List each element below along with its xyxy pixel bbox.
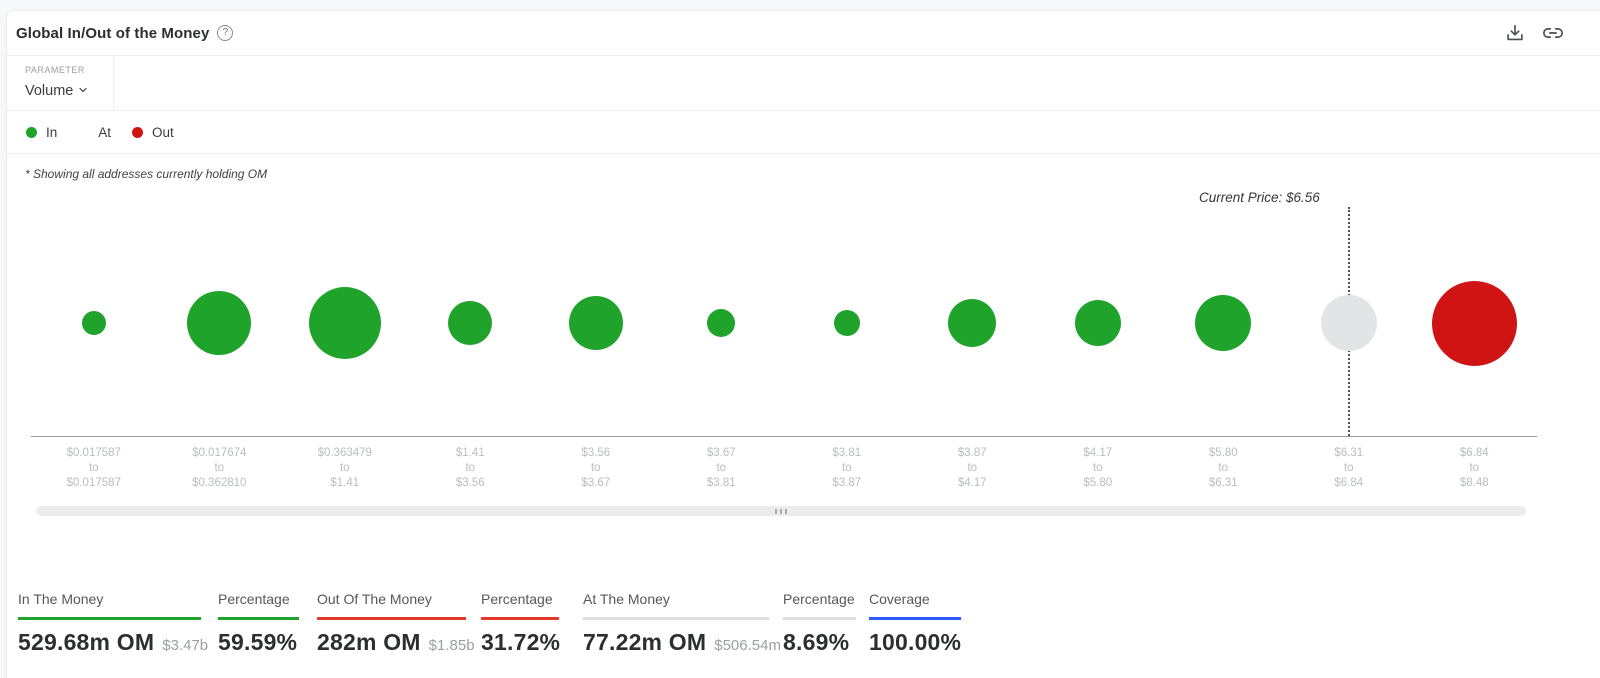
x-axis-label: $5.80 to $6.31 [1208, 447, 1238, 489]
stat-label-at-the-money: At The Money [583, 591, 769, 620]
x-axis-label: $0.363479 to $1.41 [317, 447, 372, 489]
legend-label: Out [152, 125, 174, 140]
stat-subvalue-out-of-the-money: $1.85b [428, 637, 475, 654]
stat-label-in-the-money: In The Money [18, 591, 201, 620]
parameter-dropdown[interactable]: PARAMETER Volume [7, 56, 114, 110]
stat-label-coverage: Coverage [869, 591, 961, 620]
link-icon[interactable] [1542, 22, 1564, 44]
stat-label-percentage-at: Percentage [783, 591, 856, 620]
stat-out-of-the-money: Out Of The Money 282m OM $1.85b [317, 591, 475, 656]
legend: In At Out [7, 112, 1600, 154]
global-in-out-panel: Global In/Out of the Money ? PARAMETER [6, 10, 1600, 678]
stat-coverage: Coverage 100.00% [869, 591, 961, 656]
bubble-in[interactable] [948, 299, 997, 347]
panel-header: Global In/Out of the Money ? [7, 11, 1600, 56]
parameter-row: PARAMETER Volume [7, 56, 1600, 111]
download-icon[interactable] [1504, 22, 1526, 44]
bubble-at[interactable] [1320, 295, 1377, 351]
legend-label: At [98, 125, 112, 140]
stat-percentage-out: Percentage 31.72% [481, 591, 561, 656]
x-axis-labels: $0.017587 to $0.017587 $0.017674 to $0.362810… [31, 446, 1537, 491]
stat-subvalue-in-the-money: $3.47b [162, 637, 209, 654]
legend-label: In [46, 125, 58, 140]
stat-label-out-of-the-money: Out Of The Money [317, 591, 466, 620]
stat-percentage-in: Percentage 59.59% [218, 591, 299, 656]
x-axis-label: $6.84 to $8.48 [1459, 447, 1489, 489]
legend-dot-in [26, 127, 37, 138]
current-price-label: Current Price: $6.56 [1199, 190, 1320, 205]
x-axis-label: $3.81 to $3.87 [832, 447, 862, 489]
legend-dot-at [78, 127, 90, 138]
horizontal-scrollbar[interactable] [36, 506, 1526, 516]
legend-item-out[interactable]: Out [132, 125, 174, 140]
stats-row: In The Money 529.68m OM $3.47b Percentage 59… [18, 591, 961, 656]
x-axis-label: $0.017674 to $0.362810 [192, 447, 247, 489]
stat-subvalue-at-the-money: $506.54m [714, 637, 781, 654]
x-axis-label: $3.67 to $3.81 [706, 447, 736, 489]
bubble-in[interactable] [1074, 300, 1121, 346]
stat-label-percentage-out: Percentage [481, 591, 559, 620]
chevron-down-icon [77, 82, 89, 100]
bubble-in[interactable] [833, 310, 860, 336]
x-axis-label: $3.56 to $3.67 [581, 447, 611, 489]
stat-value-in-the-money: 529.68m OM [18, 629, 155, 655]
stat-value-percentage-out: 31.72% [481, 629, 561, 655]
stat-label-percentage-in: Percentage [218, 591, 299, 620]
stat-value-out-of-the-money: 282m OM [317, 629, 421, 655]
x-axis-line [31, 436, 1537, 437]
panel-title: Global In/Out of the Money [16, 24, 210, 42]
bubble-in[interactable] [707, 309, 736, 337]
header-actions [1504, 22, 1564, 44]
help-icon[interactable]: ? [217, 25, 234, 41]
stat-in-the-money: In The Money 529.68m OM $3.47b [18, 591, 208, 656]
parameter-value: Volume [25, 83, 74, 99]
stat-at-the-money: At The Money 77.22m OM $506.54m [583, 591, 781, 656]
bubble-in[interactable] [1195, 295, 1252, 351]
legend-dot-out [132, 127, 144, 138]
stat-value-coverage: 100.00% [869, 629, 962, 655]
x-axis-label: $1.41 to $3.56 [455, 447, 485, 489]
bubble-out[interactable] [1431, 280, 1517, 366]
stat-value-percentage-in: 59.59% [218, 629, 298, 655]
chart-area: * Showing all addresses currently holdin… [7, 155, 1600, 678]
chart-note: * Showing all addresses currently holdin… [25, 167, 268, 181]
scrollbar-grip-icon [775, 508, 777, 514]
bubble-in[interactable] [187, 291, 252, 355]
legend-item-at[interactable]: At [78, 125, 111, 140]
x-axis-label: $3.87 to $4.17 [957, 447, 987, 489]
scrollbar-grip-icon [785, 508, 787, 514]
stat-percentage-at: Percentage 8.69% [783, 591, 856, 656]
legend-item-in[interactable]: In [26, 125, 57, 140]
bubble-in[interactable] [81, 311, 106, 335]
x-axis-label: $0.017587 to $0.017587 [66, 447, 121, 489]
bubble-in[interactable] [308, 287, 381, 359]
x-axis-label: $6.31 to $6.84 [1334, 447, 1364, 489]
parameter-label: PARAMETER [25, 65, 85, 75]
scrollbar-grip-icon [780, 508, 782, 514]
x-axis-label: $4.17 to $5.80 [1083, 447, 1113, 489]
stat-value-percentage-at: 8.69% [783, 629, 850, 655]
stat-value-at-the-money: 77.22m OM [583, 629, 707, 655]
bubble-in[interactable] [448, 301, 493, 345]
bubble-in[interactable] [568, 296, 623, 350]
